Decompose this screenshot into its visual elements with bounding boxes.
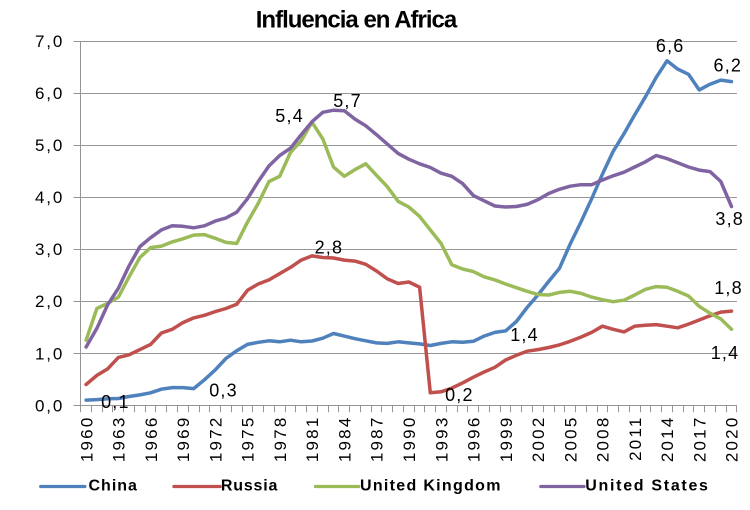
svg-text:China: China (89, 478, 138, 495)
svg-text:5,0: 5,0 (35, 136, 64, 155)
svg-text:Russia: Russia (221, 478, 278, 495)
svg-text:6,0: 6,0 (35, 84, 64, 103)
svg-text:5,7: 5,7 (333, 91, 362, 111)
svg-text:1969: 1969 (174, 416, 193, 463)
svg-text:5,4: 5,4 (275, 106, 304, 126)
svg-text:1963: 1963 (110, 416, 129, 463)
svg-text:1966: 1966 (142, 416, 161, 463)
svg-text:1,0: 1,0 (35, 344, 64, 363)
svg-text:United States: United States (585, 478, 709, 495)
svg-text:2011: 2011 (626, 416, 645, 461)
svg-text:6,6: 6,6 (656, 36, 685, 56)
svg-text:1978: 1978 (271, 416, 290, 463)
svg-text:Influencia en Africa: Influencia en Africa (256, 7, 458, 34)
svg-text:1987: 1987 (368, 416, 387, 463)
svg-text:2017: 2017 (690, 416, 709, 463)
svg-text:1981: 1981 (303, 416, 322, 463)
svg-text:2005: 2005 (561, 416, 580, 463)
svg-text:1993: 1993 (432, 416, 451, 463)
svg-text:3,0: 3,0 (35, 240, 64, 259)
svg-text:1,8: 1,8 (714, 278, 743, 298)
svg-text:1975: 1975 (239, 416, 258, 463)
svg-text:2,0: 2,0 (35, 292, 64, 311)
svg-text:1,4: 1,4 (510, 325, 539, 345)
svg-text:2014: 2014 (658, 416, 677, 463)
svg-text:1990: 1990 (400, 416, 419, 463)
svg-text:2008: 2008 (594, 416, 613, 463)
svg-text:2002: 2002 (529, 416, 548, 463)
svg-text:0,0: 0,0 (35, 396, 64, 415)
svg-text:2,8: 2,8 (315, 237, 344, 257)
svg-text:1996: 1996 (465, 416, 484, 463)
svg-text:United Kingdom: United Kingdom (360, 478, 502, 495)
svg-text:1960: 1960 (77, 416, 96, 463)
svg-text:1984: 1984 (336, 416, 355, 463)
svg-text:1999: 1999 (497, 416, 516, 463)
svg-text:3,8: 3,8 (715, 209, 744, 229)
svg-text:1,4: 1,4 (711, 343, 740, 363)
svg-text:2020: 2020 (723, 416, 742, 463)
svg-text:0,3: 0,3 (209, 381, 238, 401)
svg-text:6,2: 6,2 (713, 55, 742, 75)
svg-text:7,0: 7,0 (35, 32, 64, 51)
svg-text:1972: 1972 (206, 416, 225, 463)
svg-text:0,1: 0,1 (101, 392, 130, 412)
svg-text:0,2: 0,2 (445, 385, 474, 405)
svg-text:4,0: 4,0 (35, 188, 64, 207)
